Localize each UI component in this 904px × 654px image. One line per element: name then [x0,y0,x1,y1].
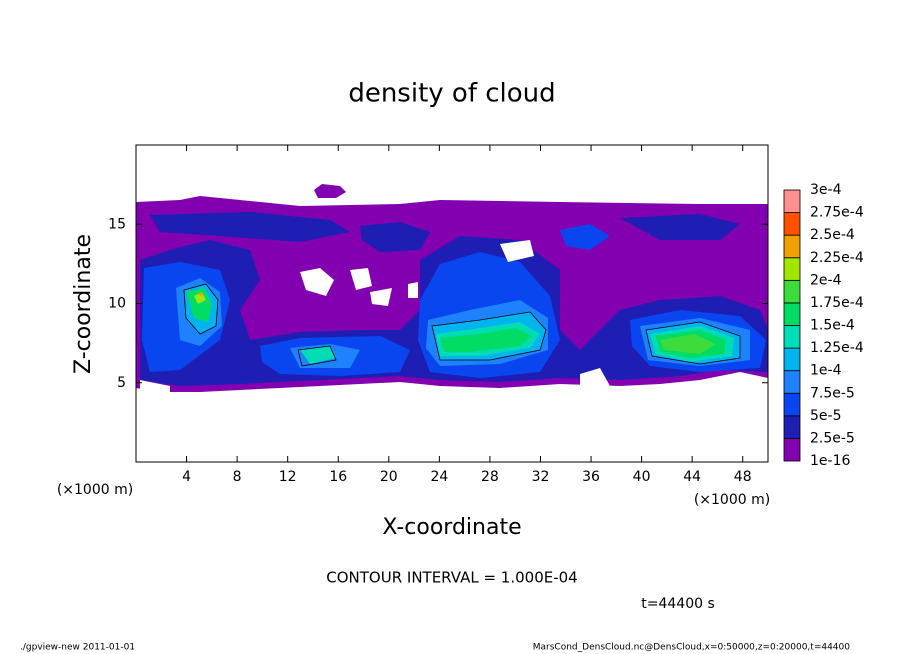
x-unit-left: (×1000 m) [57,482,133,498]
x-tick-label: 48 [734,469,752,485]
contour-field [136,184,768,392]
x-tick-label: 20 [380,469,398,485]
x-tick-label: 12 [279,469,297,485]
contour-region [300,346,336,364]
time-label: t=44400 s [641,596,715,612]
x-tick-label: 24 [430,469,448,485]
colorbar-label: 2.25e-4 [810,250,864,266]
contour-region [314,184,346,198]
contour-region [660,334,716,354]
x-tick-label: 8 [233,469,242,485]
x-tick-label: 4 [182,469,191,485]
x-tick-label: 40 [633,469,651,485]
contour-region [194,292,206,304]
footer-left: ./gpview-new 2011-01-01 [20,643,135,653]
contour-region [620,214,740,240]
contour-region [360,222,430,252]
x-tick-label: 36 [582,469,600,485]
x-tick-label: 28 [481,469,499,485]
colorbar-box [783,370,801,394]
x-tick-label: 16 [329,469,347,485]
colorbar-box [783,438,801,462]
colorbar-label: 2.5e-4 [810,227,855,243]
colorbar-label: 2.75e-4 [810,205,864,221]
colorbar-box [783,189,801,213]
y-tick-label: 10 [108,296,126,312]
colorbar-box [783,325,801,349]
colorbar-label: 2e-4 [810,272,842,288]
y-tick-label: 5 [117,375,126,391]
colorbar-label: 1e-4 [810,363,842,379]
contour-region [150,212,350,242]
colorbar-box [783,212,801,236]
contour-region [198,292,203,297]
x-unit-right: (×1000 m) [694,492,770,508]
colorbar-box [783,415,801,439]
colorbar-box [783,234,801,259]
colorbar-label: 1.75e-4 [810,295,864,311]
contour-region [440,328,532,352]
y-tick-label: 15 [108,216,126,232]
footer-right: MarsCond_DensCloud.nc@DensCloud,x=0:5000… [533,643,850,653]
x-tick-label: 44 [683,469,701,485]
contour-region [186,288,212,322]
colorbar-label: 2.5e-5 [810,430,855,446]
colorbar-label: 5e-5 [810,408,841,424]
x-axis-title: X-coordinate [382,515,521,540]
colorbar-label: 1.25e-4 [810,340,864,356]
colorbar-label: 3e-4 [810,182,842,198]
colorbar-box [783,279,801,304]
colorbar-box [783,257,801,281]
contour-region [560,224,610,250]
colorbar-box [783,347,801,372]
colorbar-box [783,302,801,326]
colorbar-box [783,392,801,417]
contour-interval: CONTOUR INTERVAL = 1.000E-04 [326,569,577,587]
x-tick-label: 32 [532,469,550,485]
y-axis-title: Z-coordinate [71,234,96,374]
colorbar-label: 1.5e-4 [810,318,855,334]
chart-title: density of cloud [348,79,555,109]
colorbar-label: 1e-16 [810,453,850,469]
colorbar-label: 7.5e-5 [810,385,855,401]
